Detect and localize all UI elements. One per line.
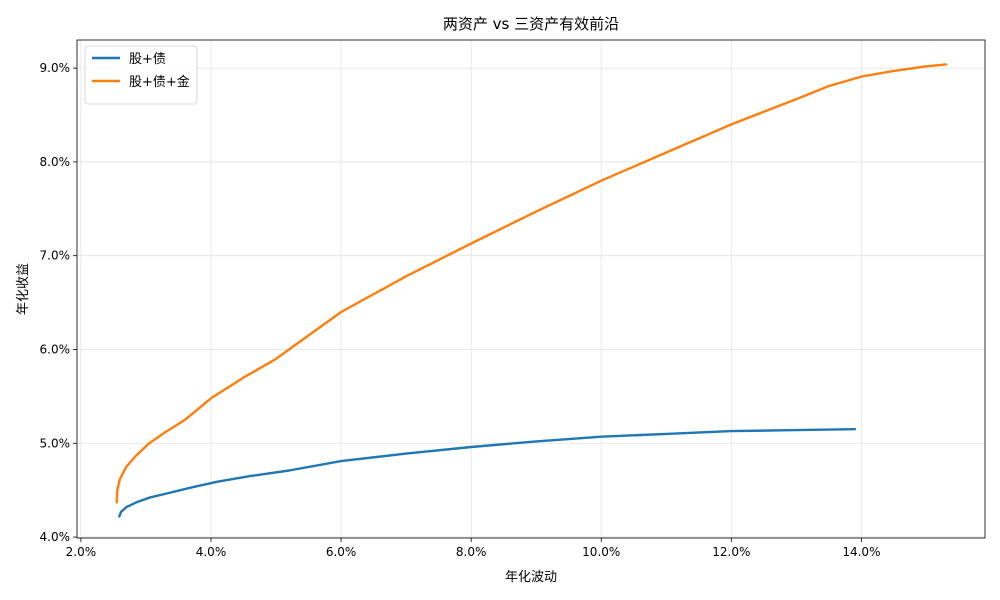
y-tick-label: 5.0% (40, 436, 71, 450)
x-tick-label: 10.0% (582, 545, 620, 559)
x-tick-label: 4.0% (196, 545, 227, 559)
y-tick-label: 9.0% (40, 61, 71, 75)
x-tick-label: 12.0% (712, 545, 750, 559)
series-layer (115, 63, 948, 518)
x-tick-label: 6.0% (326, 545, 357, 559)
x-axis-label: 年化波动 (505, 570, 557, 585)
x-axis-ticks: 2.0% 4.0% 6.0% 8.0% 10.0% 12.0% 14.0% (66, 538, 880, 559)
legend-box (84, 45, 198, 105)
series-line-2 (115, 63, 948, 504)
x-tick-label: 8.0% (456, 545, 487, 559)
series-line-1 (118, 428, 857, 518)
chart-title: 两资产 vs 三资产有效前沿 (443, 15, 619, 33)
legend: 股+债股+债+金 (84, 45, 198, 105)
x-tick-label: 2.0% (66, 545, 97, 559)
y-tick-label: 8.0% (40, 155, 71, 169)
plot-frame (76, 39, 986, 539)
grid-layer (77, 40, 985, 538)
y-tick-label: 7.0% (40, 249, 71, 263)
legend-label: 股+债+金 (129, 74, 190, 90)
y-tick-label: 4.0% (40, 530, 71, 544)
y-axis-label: 年化收益 (16, 263, 31, 315)
y-axis-ticks: 4.0% 5.0% 6.0% 7.0% 8.0% 9.0% (40, 61, 77, 544)
y-tick-label: 6.0% (40, 342, 71, 356)
x-tick-label: 14.0% (842, 545, 880, 559)
legend-label: 股+债 (129, 52, 166, 67)
